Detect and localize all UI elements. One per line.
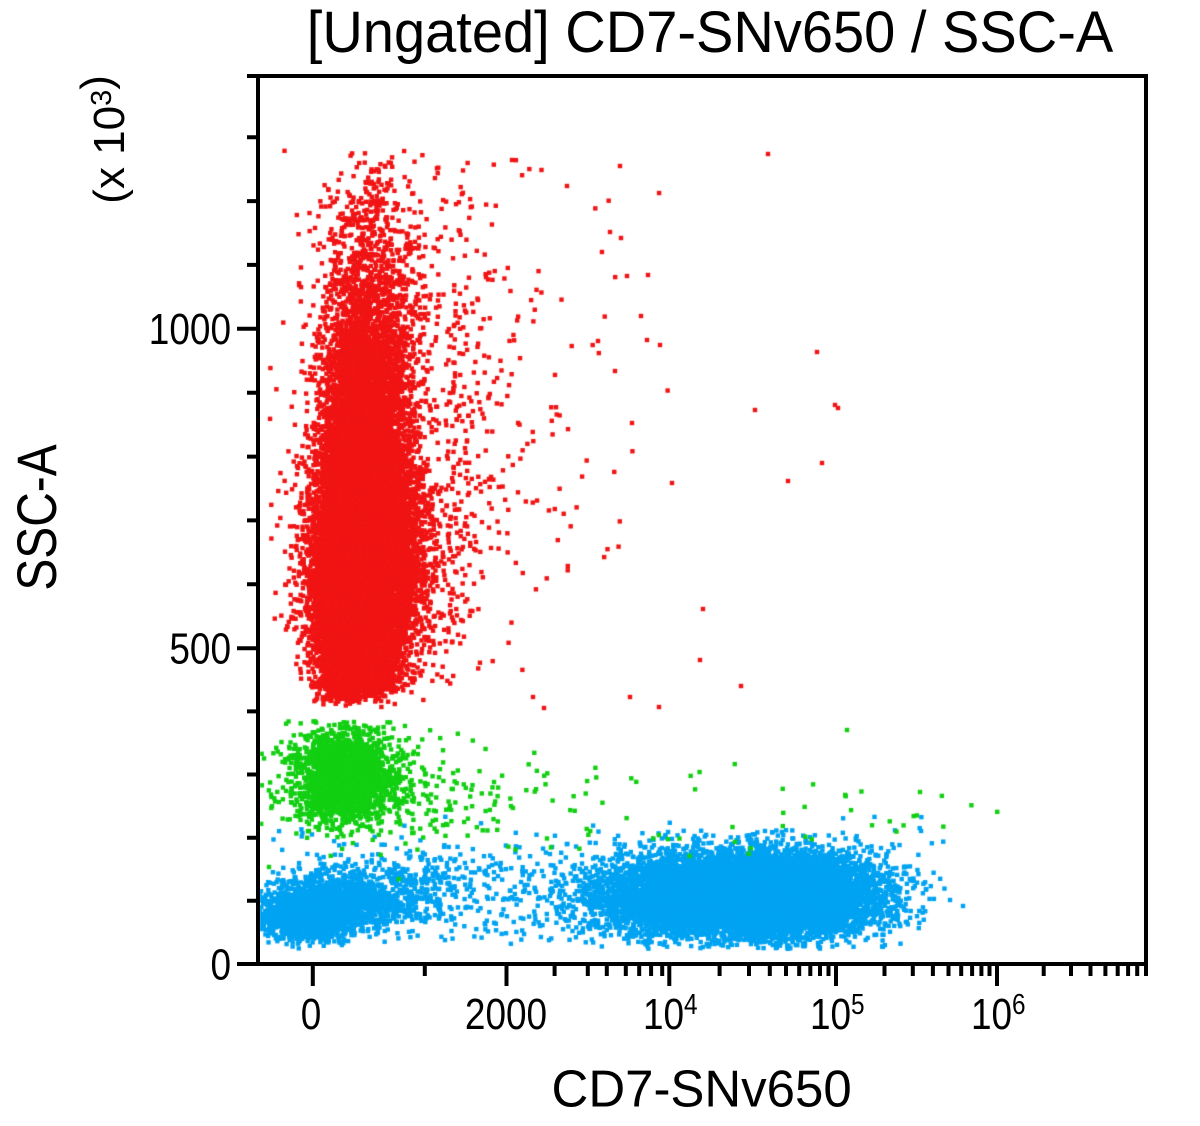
svg-text:(x 103): (x 103) <box>72 75 134 204</box>
svg-text:106: 106 <box>971 988 1026 1039</box>
svg-text:CD7-SNv650: CD7-SNv650 <box>552 1059 852 1118</box>
svg-text:0: 0 <box>210 939 231 989</box>
svg-text:[Ungated] CD7-SNv650 / SSC-A: [Ungated] CD7-SNv650 / SSC-A <box>307 0 1113 65</box>
svg-text:1000: 1000 <box>149 304 231 354</box>
svg-text:0: 0 <box>301 989 322 1039</box>
svg-text:104: 104 <box>643 988 698 1039</box>
svg-text:SSC-A: SSC-A <box>7 444 69 591</box>
svg-text:105: 105 <box>810 988 865 1039</box>
svg-text:2000: 2000 <box>465 989 547 1039</box>
svg-text:500: 500 <box>169 624 231 674</box>
